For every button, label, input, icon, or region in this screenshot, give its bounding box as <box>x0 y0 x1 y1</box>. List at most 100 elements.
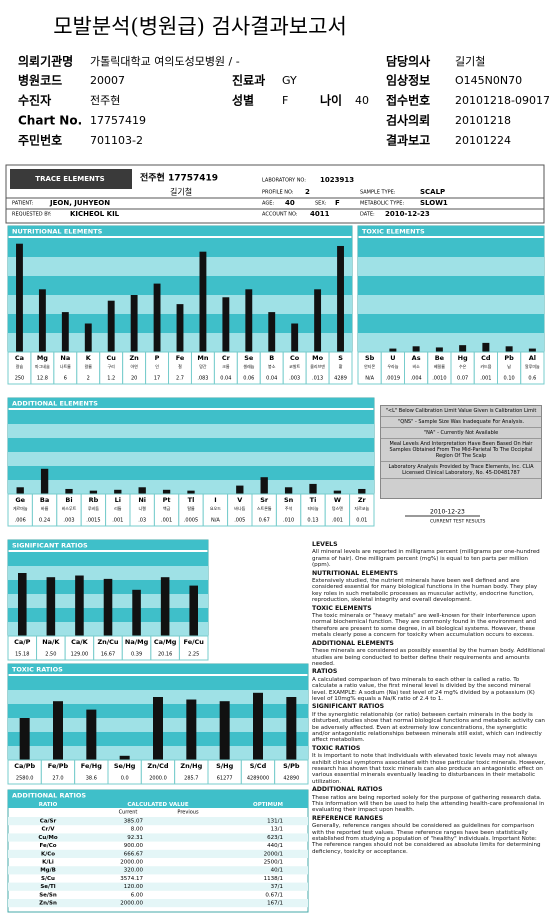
info-label: 접수번호 <box>386 93 430 108</box>
element-value: 0.07 <box>457 376 468 382</box>
test-date: 2010-12-23 <box>430 509 465 516</box>
note-heading: ADDITIONAL RATIOS <box>312 786 383 794</box>
element-label: Zn/Cu <box>97 638 118 646</box>
element-name: 카드뮴 <box>480 363 491 369</box>
element-name: 납 <box>507 363 511 369</box>
table-cell: Cu/Mo <box>38 835 57 841</box>
label-cell <box>31 493 58 527</box>
bar <box>176 304 184 352</box>
element-label: S <box>338 354 343 362</box>
note-text: The toxic minerals or "heavy metals" are… <box>312 613 537 639</box>
element-value: 38.6 <box>86 776 97 782</box>
element-value: 2580.0 <box>16 776 34 782</box>
info-value: 전주현 <box>90 94 120 107</box>
bar <box>286 697 297 760</box>
bar <box>268 312 276 352</box>
table-cell: 2500/1 <box>264 860 283 866</box>
element-value: N/A <box>211 518 220 524</box>
element-name: 철 <box>178 363 182 369</box>
note-heading: TOXIC RATIOS <box>312 744 361 752</box>
chart-band <box>8 480 374 494</box>
table-row-band <box>8 899 308 908</box>
element-label: Mo <box>312 354 323 362</box>
element-label: Ni <box>138 496 146 504</box>
element-value: 2.50 <box>45 652 56 658</box>
field-value: 2010-12-23 <box>385 210 430 218</box>
label-cell <box>150 635 180 661</box>
label-cell <box>36 635 66 661</box>
element-label: Ca/K <box>71 638 89 646</box>
element-label: Ca/Pb <box>14 762 35 770</box>
element-value: .003 <box>63 518 74 524</box>
chart-band <box>8 276 352 295</box>
element-label: Co <box>290 354 300 362</box>
element-label: K <box>86 354 92 362</box>
element-value: 20.16 <box>158 652 172 658</box>
bar <box>482 342 490 352</box>
info-label: 담당의사 <box>386 54 430 69</box>
bar <box>186 699 197 760</box>
table-cell: 1138/1 <box>264 876 283 882</box>
bar <box>65 488 73 494</box>
note-heading: RATIOS <box>312 668 338 676</box>
element-label: Zr <box>358 496 367 504</box>
bar <box>138 487 146 494</box>
legend-line: "QNS" - Sample Size Was Inadequate For A… <box>381 417 541 428</box>
note-heading: LEVELS <box>312 541 338 548</box>
chart-title-bar <box>8 226 352 236</box>
bar <box>309 483 317 494</box>
table-cell: Mg/B <box>40 868 56 874</box>
chart-title: NUTRITIONAL ELEMENTS <box>12 228 103 236</box>
bar <box>132 589 141 636</box>
element-label: Ge <box>15 496 25 504</box>
note-text: All mineral levels are reported in milli… <box>312 549 540 569</box>
element-name: 망간 <box>199 363 207 369</box>
table-cell: Zn/Sn <box>39 901 57 907</box>
element-value: 4289000 <box>247 776 269 782</box>
bar <box>219 701 230 760</box>
element-label: Sr <box>260 496 269 504</box>
element-name: 셀레늄 <box>243 363 254 369</box>
element-label: S/Cd <box>250 762 267 770</box>
table-cell: Cr/V <box>41 827 55 833</box>
chart-band <box>358 238 544 257</box>
bar <box>46 577 56 636</box>
element-label: Na/Mg <box>125 638 149 646</box>
element-value: N/A <box>365 376 374 382</box>
chart-title: ADDITIONAL ELEMENTS <box>12 400 98 408</box>
note-text: Extensively studied, the nutrient minera… <box>312 578 538 604</box>
bar <box>253 692 263 760</box>
label-cell <box>300 493 326 527</box>
field-label: SEX: <box>315 201 327 207</box>
legend-line: "<L" Below Calibration Limit Value Given… <box>381 406 541 417</box>
element-value: .0019 <box>386 376 400 382</box>
element-name: 루비듐 <box>88 505 99 511</box>
note-text: These ratios are being reported solely f… <box>312 794 545 814</box>
element-value: 6 <box>64 376 67 382</box>
element-label: U <box>390 354 395 362</box>
chart-band <box>8 552 208 566</box>
page-title: 모발분석(병원급) 검사결과보고서 <box>53 15 347 39</box>
element-value: 0.6 <box>528 376 536 382</box>
element-name: 구리 <box>108 363 116 369</box>
label-cell <box>40 759 76 785</box>
element-name: 스트론튬 <box>257 505 272 511</box>
element-label: S/Hg <box>216 762 233 770</box>
info-label: 임상정보 <box>386 73 430 88</box>
label-cell <box>520 351 545 385</box>
element-value: .0010 <box>432 376 446 382</box>
info-label: 의뢰기관명 <box>18 54 73 69</box>
chart-title-bar <box>8 540 208 550</box>
bar <box>114 489 122 494</box>
element-value: .0005 <box>184 518 198 524</box>
info-value: GY <box>282 74 297 87</box>
field-label: AGE: <box>262 201 274 207</box>
element-value: .001 <box>112 518 123 524</box>
info-value: 20101218 <box>455 114 511 127</box>
info-label: 나이 <box>320 93 342 108</box>
bar <box>459 345 467 352</box>
bar <box>18 573 27 636</box>
element-label: Mg <box>37 354 48 362</box>
element-value: 0.24 <box>39 518 50 524</box>
table-cell: 37/1 <box>271 884 283 890</box>
